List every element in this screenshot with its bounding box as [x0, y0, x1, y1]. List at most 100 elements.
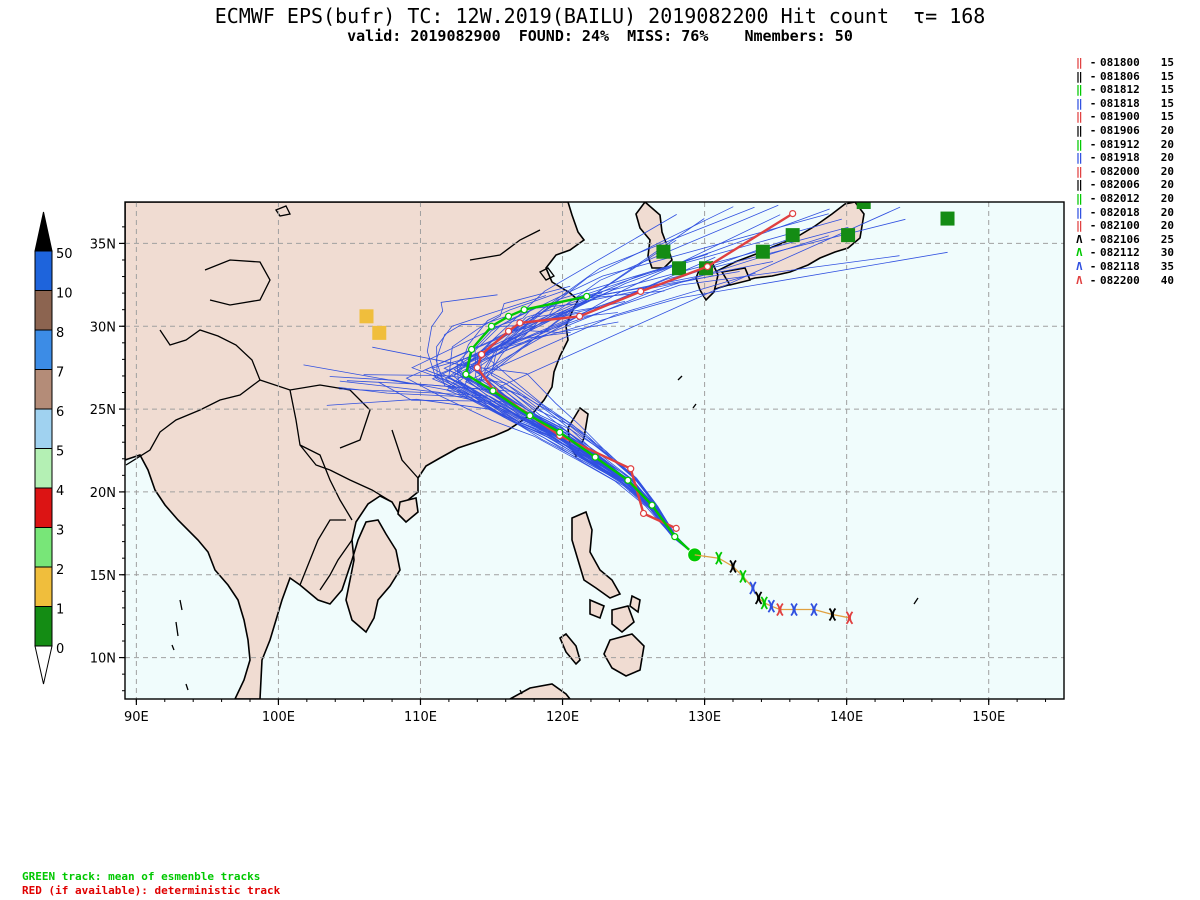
- lat-tick-label: 30N: [90, 320, 116, 335]
- lon-tick-label: 140E: [830, 710, 863, 725]
- deterministic-point: [477, 350, 486, 359]
- lat-tick-label: 35N: [90, 237, 116, 252]
- storm-symbol: [729, 559, 737, 574]
- legend-count: 25: [1160, 232, 1174, 246]
- legend-count: 15: [1160, 110, 1174, 124]
- legend-storm-icon: ‖: [1076, 56, 1083, 69]
- hit-count-cells: [359, 202, 955, 340]
- colorbar-label: 5: [56, 445, 64, 460]
- deterministic-point: [639, 509, 648, 518]
- legend-storm-icon: ‖: [1076, 178, 1083, 192]
- deterministic-point: [637, 287, 645, 296]
- legend-row: Ʌ -082118 35: [1076, 260, 1200, 274]
- legend-storm-icon: ‖: [1076, 69, 1083, 83]
- mean-point: [489, 387, 497, 395]
- lon-tick-label: 150E: [972, 710, 1005, 725]
- map-frame: [124, 201, 1065, 700]
- legend-date: 082118: [1100, 259, 1140, 273]
- legend-dash: -: [1089, 178, 1097, 192]
- legend-dash: -: [1089, 205, 1097, 219]
- legend-count: 15: [1160, 96, 1174, 110]
- legend-count: 20: [1160, 205, 1174, 219]
- legend-row: Ʌ -082106 25: [1076, 233, 1200, 247]
- lat-tick-label: 25N: [90, 403, 116, 418]
- deterministic-point: [575, 312, 584, 320]
- mean-point: [526, 412, 534, 420]
- legend-row: ‖ -082012 20: [1076, 192, 1200, 206]
- mean-point: [556, 428, 564, 436]
- legend-dash: -: [1089, 96, 1097, 110]
- colorbar-label: 8: [56, 326, 64, 341]
- legend-dash: -: [1089, 246, 1097, 260]
- legend-date: 082018: [1100, 205, 1140, 219]
- footer-red-note: RED (if available): deterministic track: [22, 884, 281, 897]
- footer-green-note: GREEN track: mean of esmenble tracks: [22, 870, 261, 883]
- legend-date: 081912: [1100, 137, 1140, 151]
- mean-point: [520, 306, 528, 314]
- legend-count: 20: [1160, 191, 1174, 205]
- land-hainan: [397, 497, 419, 524]
- deterministic-point: [473, 364, 481, 372]
- lon-tick-label: 110E: [404, 710, 437, 725]
- hit-cell: [359, 309, 374, 324]
- hit-cell: [785, 228, 800, 243]
- legend-row: ‖ -081818 15: [1076, 97, 1200, 111]
- legend-dash: -: [1089, 151, 1097, 165]
- legend-row: Ʌ -082200 40: [1076, 274, 1200, 288]
- storm-symbol: [776, 602, 784, 617]
- colorbar-label: 0: [56, 642, 64, 657]
- legend-storm-icon: ‖: [1076, 151, 1083, 165]
- legend-dash: -: [1089, 259, 1097, 273]
- legend-row: ‖ -081918 20: [1076, 151, 1200, 165]
- legend-row: ‖ -082100 20: [1076, 219, 1200, 233]
- lon-tick-label: 100E: [262, 710, 295, 725]
- legend-storm-icon: Ʌ: [1076, 246, 1083, 260]
- colorbar-top-arrow: [34, 211, 53, 252]
- legend-count: 20: [1160, 151, 1174, 165]
- legend-date: 082106: [1100, 232, 1140, 246]
- mean-point: [624, 476, 632, 484]
- mean-point: [583, 292, 591, 301]
- colorbar-label: 1: [56, 603, 64, 618]
- legend-dash: -: [1089, 164, 1097, 178]
- legend-date: 082100: [1100, 219, 1140, 233]
- legend-date: 082012: [1100, 191, 1140, 205]
- legend-row: ‖ -081800 15: [1076, 56, 1200, 70]
- land-mindanao: [603, 633, 645, 677]
- legend-count: 30: [1160, 246, 1174, 260]
- colorbar-segment: [34, 250, 53, 291]
- storm-symbol: [790, 602, 798, 617]
- legend-date: 081906: [1100, 123, 1140, 137]
- colorbar-bottom-arrow: [34, 645, 53, 685]
- hit-cell: [856, 202, 871, 209]
- storm-symbol: [760, 596, 768, 610]
- legend-count: 15: [1160, 69, 1174, 83]
- storm-symbol: [749, 581, 757, 595]
- lat-tick-label: 15N: [90, 569, 116, 584]
- deterministic-point: [703, 263, 712, 271]
- legend-storm-icon: ‖: [1076, 219, 1083, 233]
- legend-dash: -: [1089, 69, 1097, 83]
- land-palawan: [559, 632, 581, 666]
- legend-row: Ʌ -082112 30: [1076, 246, 1200, 260]
- legend-dash: -: [1089, 83, 1097, 97]
- legend-count: 20: [1160, 164, 1174, 178]
- legend-dash: -: [1089, 56, 1097, 69]
- legend-storm-icon: Ʌ: [1076, 232, 1083, 246]
- legend-date: 081800: [1100, 56, 1140, 69]
- legend-storm-icon: ‖: [1076, 96, 1083, 110]
- legend-date: 082200: [1100, 273, 1140, 287]
- legend-dash: -: [1089, 123, 1097, 137]
- legend-date: 081900: [1100, 110, 1140, 124]
- legend-dash: -: [1089, 110, 1097, 124]
- colorbar-segment: [34, 290, 53, 331]
- legend-date: 081818: [1100, 96, 1140, 110]
- hit-cell: [672, 261, 687, 276]
- legend-storm-icon: ‖: [1076, 83, 1083, 97]
- legend-storm-icon: Ʌ: [1076, 273, 1083, 287]
- colorbar-segment: [34, 487, 53, 528]
- hit-cell: [755, 244, 770, 259]
- observed-track-markers: [694, 551, 854, 625]
- legend-storm-icon: ‖: [1076, 110, 1083, 124]
